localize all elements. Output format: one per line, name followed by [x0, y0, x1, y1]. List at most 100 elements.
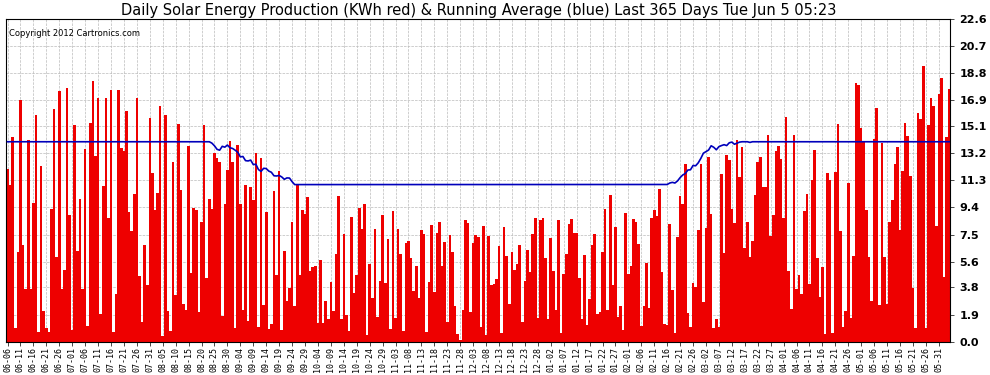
- Bar: [713, 328, 715, 342]
- Bar: [503, 227, 506, 342]
- Bar: [50, 209, 52, 342]
- Bar: [570, 219, 573, 342]
- Bar: [769, 236, 772, 342]
- Bar: [358, 208, 360, 342]
- Bar: [562, 273, 565, 342]
- Bar: [105, 98, 107, 342]
- Bar: [495, 279, 498, 342]
- Bar: [764, 188, 767, 342]
- Bar: [575, 233, 578, 342]
- Bar: [676, 237, 679, 342]
- Bar: [456, 334, 459, 342]
- Bar: [431, 225, 433, 342]
- Bar: [40, 166, 43, 342]
- Bar: [806, 194, 808, 342]
- Bar: [638, 244, 640, 342]
- Bar: [182, 304, 185, 342]
- Bar: [811, 180, 814, 342]
- Bar: [291, 222, 293, 342]
- Bar: [283, 251, 285, 342]
- Bar: [844, 310, 847, 342]
- Bar: [288, 288, 291, 342]
- Bar: [870, 301, 873, 342]
- Bar: [653, 210, 655, 342]
- Bar: [663, 324, 666, 342]
- Bar: [27, 140, 30, 342]
- Bar: [679, 196, 681, 342]
- Bar: [875, 108, 878, 342]
- Bar: [540, 220, 542, 342]
- Bar: [739, 177, 741, 342]
- Bar: [814, 150, 816, 342]
- Bar: [596, 314, 599, 342]
- Bar: [857, 85, 860, 342]
- Bar: [620, 306, 622, 342]
- Bar: [161, 336, 164, 342]
- Bar: [275, 274, 278, 342]
- Bar: [506, 256, 508, 342]
- Bar: [174, 296, 177, 342]
- Bar: [355, 275, 358, 342]
- Bar: [658, 189, 660, 342]
- Bar: [847, 183, 849, 342]
- Bar: [451, 252, 453, 342]
- Bar: [151, 173, 153, 342]
- Bar: [609, 195, 612, 342]
- Bar: [549, 238, 552, 342]
- Bar: [907, 136, 909, 342]
- Bar: [940, 78, 942, 342]
- Bar: [544, 258, 546, 342]
- Bar: [710, 213, 713, 342]
- Bar: [314, 266, 317, 342]
- Bar: [285, 301, 288, 342]
- Bar: [441, 266, 444, 342]
- Bar: [891, 200, 894, 342]
- Bar: [842, 327, 844, 342]
- Bar: [444, 242, 446, 342]
- Bar: [136, 98, 139, 342]
- Bar: [272, 190, 275, 342]
- Bar: [886, 304, 888, 342]
- Bar: [896, 147, 899, 342]
- Bar: [647, 309, 650, 342]
- Bar: [888, 222, 891, 342]
- Bar: [521, 322, 524, 342]
- Bar: [599, 312, 601, 342]
- Bar: [748, 256, 751, 342]
- Bar: [144, 245, 146, 342]
- Bar: [9, 184, 12, 342]
- Bar: [133, 194, 136, 342]
- Bar: [384, 283, 386, 342]
- Bar: [591, 245, 593, 342]
- Bar: [423, 234, 426, 342]
- Bar: [141, 322, 144, 342]
- Bar: [366, 335, 368, 342]
- Bar: [386, 240, 389, 342]
- Bar: [270, 324, 272, 342]
- Bar: [947, 89, 950, 342]
- Bar: [97, 98, 99, 342]
- Bar: [586, 325, 588, 342]
- Bar: [772, 214, 774, 342]
- Bar: [860, 128, 862, 342]
- Bar: [720, 174, 723, 342]
- Bar: [397, 228, 399, 342]
- Bar: [128, 212, 131, 342]
- Bar: [837, 123, 840, 342]
- Bar: [883, 257, 886, 342]
- Bar: [617, 317, 620, 342]
- Bar: [148, 117, 151, 342]
- Bar: [557, 220, 559, 342]
- Bar: [278, 171, 280, 342]
- Bar: [824, 334, 827, 342]
- Bar: [89, 123, 92, 342]
- Bar: [224, 204, 226, 342]
- Bar: [798, 275, 800, 342]
- Bar: [741, 147, 743, 342]
- Bar: [790, 309, 793, 342]
- Bar: [612, 285, 614, 342]
- Bar: [554, 310, 557, 342]
- Bar: [394, 318, 397, 342]
- Bar: [299, 275, 301, 342]
- Bar: [68, 214, 71, 342]
